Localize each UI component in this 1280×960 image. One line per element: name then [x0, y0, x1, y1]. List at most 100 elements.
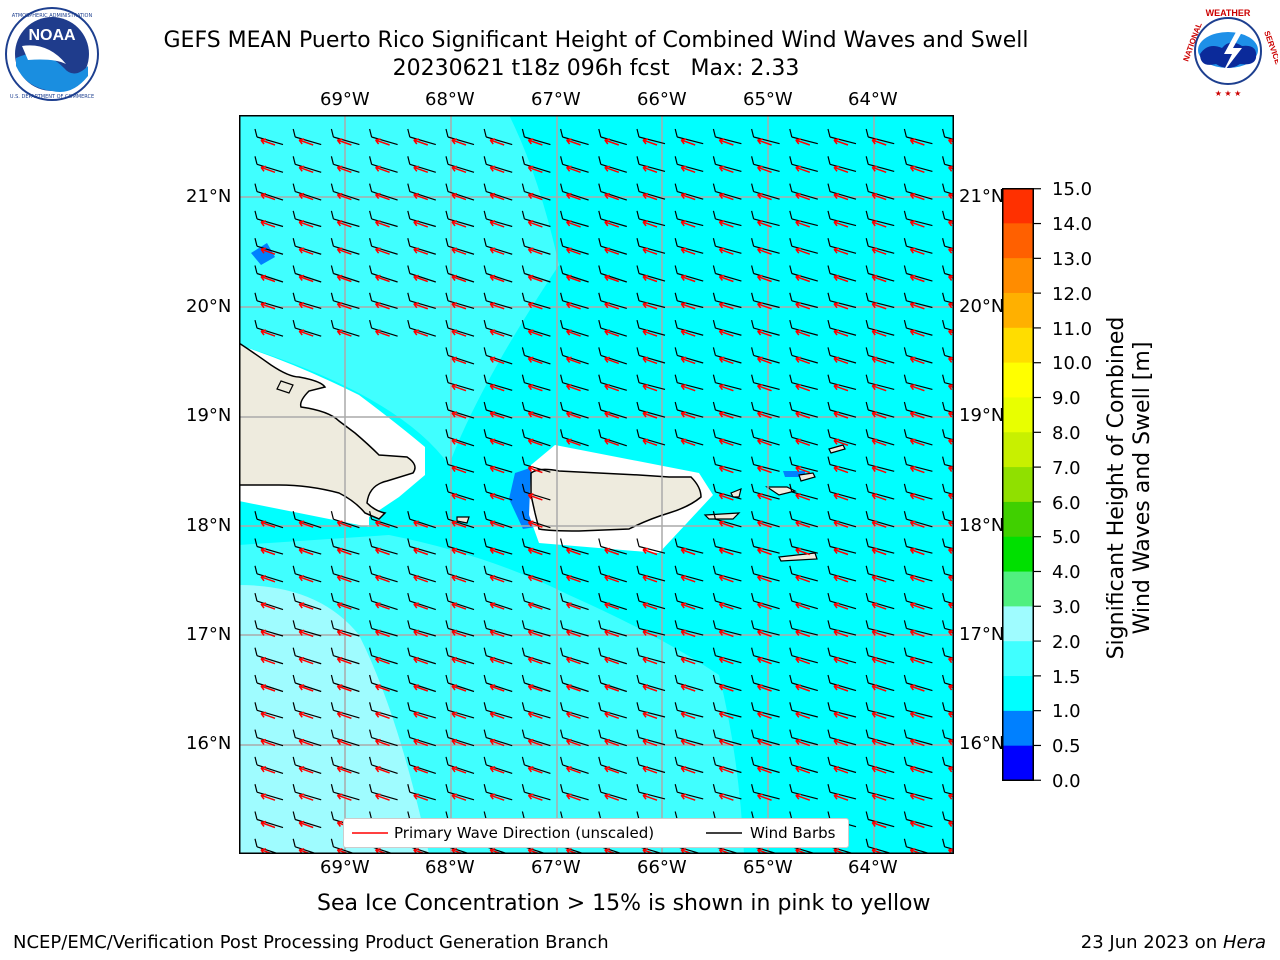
wind-barb [942, 511, 954, 523]
wind-barb [827, 565, 857, 582]
wind-barb [827, 183, 857, 200]
wind-barb [560, 238, 589, 255]
wind-barb [903, 538, 933, 554]
wave-direction-arrow [375, 684, 390, 692]
wind-barb [445, 429, 475, 447]
wind-barb [712, 702, 742, 718]
wind-barb [598, 156, 627, 173]
wave-direction-arrow [909, 138, 925, 146]
wind-barb [330, 538, 360, 555]
wave-direction-arrow [298, 247, 314, 255]
footer-date: 23 Jun 2023 on Hera [1081, 932, 1266, 953]
wind-barb [598, 292, 627, 309]
wind-barb [407, 647, 436, 665]
wind-barb [254, 265, 284, 283]
wind-barb [865, 128, 895, 145]
wind-barb [560, 565, 589, 583]
wave-direction-arrow [413, 547, 429, 556]
colorbar-segment [1002, 188, 1034, 224]
wave-direction-arrow [833, 547, 849, 556]
wind-barb [521, 456, 551, 473]
wind-barb [942, 374, 954, 386]
wind-barb [751, 756, 780, 774]
wave-direction-arrow [795, 356, 811, 365]
wave-direction-arrow [795, 274, 811, 283]
wind-barb [445, 183, 475, 201]
wind-barb [942, 456, 954, 468]
wind-barb [254, 620, 284, 637]
wave-direction-arrow [871, 547, 887, 556]
wind-barb [483, 702, 513, 719]
wind-barb [560, 784, 589, 801]
wave-direction-arrow [795, 465, 811, 474]
wind-barb [292, 729, 322, 747]
wind-barb [674, 729, 704, 746]
wave-direction-arrow [375, 738, 390, 747]
wind-barb [865, 347, 895, 364]
wind-barb [865, 483, 895, 500]
wind-barb [369, 319, 398, 337]
wind-barb [598, 347, 627, 365]
wind-barb [827, 729, 857, 746]
wave-direction-arrow [527, 629, 543, 638]
wave-direction-arrow [833, 520, 849, 528]
wind-barb [330, 647, 360, 665]
wave-direction-arrow [680, 138, 696, 146]
wave-direction-arrow [413, 629, 429, 638]
wave-direction-arrow [375, 220, 390, 228]
wind-barb [827, 511, 857, 528]
wave-direction-arrow [833, 274, 849, 283]
wind-barb [827, 756, 857, 774]
wave-direction-arrow [871, 575, 887, 583]
wind-barb [560, 429, 589, 447]
wave-direction-arrow [909, 793, 925, 801]
wave-direction-arrow [642, 220, 658, 228]
wave-direction-arrow [642, 575, 658, 583]
wind-barb [789, 265, 818, 282]
wind-barb [483, 647, 513, 665]
lon-label-top: 66°W [637, 89, 687, 110]
wind-barb [254, 292, 284, 309]
wave-direction-arrow [795, 793, 811, 801]
wind-barb [751, 319, 780, 336]
wind-barb [942, 592, 954, 605]
virgin-islands [765, 486, 797, 496]
wind-barb [330, 592, 360, 611]
wind-barb [407, 620, 436, 637]
wind-barb [636, 128, 666, 145]
wave-direction-arrow [795, 192, 811, 201]
wave-direction-arrow [680, 411, 696, 419]
ocean-band-2-3 [239, 585, 429, 854]
wind-barb [560, 347, 589, 365]
wave-direction-arrow [375, 766, 390, 774]
wave-direction-arrow [451, 247, 467, 255]
wind-barb [598, 784, 627, 801]
wind-barb [942, 674, 954, 687]
wave-direction-arrow [909, 274, 925, 283]
wave-direction-arrow [757, 547, 772, 556]
wave-direction-arrow [680, 602, 696, 610]
wind-barb [712, 156, 742, 173]
wave-direction-arrow [260, 274, 276, 283]
wind-barb [330, 674, 360, 693]
wave-direction-arrow [298, 793, 314, 801]
wind-barb [483, 483, 513, 501]
wind-barb [789, 729, 818, 746]
mona-island [456, 516, 470, 524]
colorbar-tick: 14.0 [1052, 214, 1093, 235]
wind-barb [521, 565, 551, 583]
wave-direction-arrow [375, 329, 390, 337]
wave-direction-arrow [833, 684, 849, 692]
wind-barb [827, 620, 857, 636]
wind-barb [942, 183, 954, 195]
wave-direction-arrow [642, 165, 658, 174]
wind-barb [865, 319, 895, 336]
wind-barb [942, 347, 954, 359]
wave-direction-arrow [604, 656, 620, 665]
wave-direction-arrow [909, 383, 925, 392]
wave-direction-arrow [489, 302, 505, 310]
wave-direction-arrow [375, 711, 390, 720]
wind-barb [407, 729, 436, 747]
wind-barb [674, 538, 704, 554]
wind-barb [712, 265, 742, 282]
